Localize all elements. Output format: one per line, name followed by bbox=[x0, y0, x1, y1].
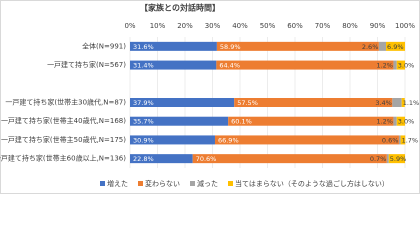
x-tick-label: 60% bbox=[287, 22, 303, 30]
legend-swatch bbox=[100, 181, 105, 186]
bar-segment bbox=[130, 135, 215, 145]
legend-swatch bbox=[190, 181, 195, 186]
x-tick-label: 100% bbox=[395, 22, 415, 30]
bar-segment bbox=[234, 98, 393, 107]
x-tick-label: 0% bbox=[124, 22, 135, 30]
data-label: 31.4% bbox=[133, 62, 154, 70]
bar-segment bbox=[192, 154, 387, 164]
data-label: 64.4% bbox=[219, 62, 240, 70]
x-tick-label: 50% bbox=[260, 22, 276, 30]
data-label: 35.7% bbox=[133, 118, 154, 126]
legend-label: 当てはまらない（そのような過ごし方はしない） bbox=[235, 179, 389, 188]
chart-title: 【家族との対話時間】 bbox=[140, 3, 220, 13]
x-tick-label: 30% bbox=[205, 22, 221, 30]
y-tick-label: 一戸建て持ち家(世帯主40歳代,N=168) bbox=[1, 116, 126, 125]
data-label: 60.1% bbox=[231, 118, 252, 126]
y-tick-label: 一戸建て持ち家(世帯主60歳以上,N=136) bbox=[0, 154, 126, 163]
x-tick-label: 80% bbox=[342, 22, 358, 30]
data-label: 3.0% bbox=[398, 118, 415, 126]
bar-segment bbox=[228, 116, 394, 126]
bar-segment bbox=[398, 135, 401, 145]
y-tick-label: 一戸建て持ち家(N=567) bbox=[47, 60, 126, 69]
data-label: 31.6% bbox=[133, 43, 154, 51]
data-label: 70.6% bbox=[196, 155, 217, 163]
data-label: 0.6% bbox=[382, 136, 399, 144]
bar-segment bbox=[130, 154, 193, 164]
y-tick-label: 一戸建て持ち家(世帯主50歳代,N=175) bbox=[1, 135, 126, 144]
data-label: 1.7% bbox=[402, 136, 419, 144]
bar-segment bbox=[130, 41, 217, 51]
bar-segment bbox=[214, 135, 399, 145]
data-label: 6.9% bbox=[387, 43, 404, 51]
bar-segment bbox=[386, 41, 405, 51]
legend-label: 減った bbox=[197, 179, 218, 188]
data-label: 2.6% bbox=[362, 43, 379, 51]
bar-segment bbox=[401, 98, 405, 107]
data-label: 22.8% bbox=[133, 155, 154, 163]
x-tick-label: 90% bbox=[370, 22, 386, 30]
bar-segment bbox=[386, 154, 389, 164]
bar-segment bbox=[130, 98, 235, 107]
data-label: 0.7% bbox=[370, 155, 387, 163]
data-label: 1.1% bbox=[403, 99, 420, 107]
data-label: 1.2% bbox=[376, 118, 393, 126]
bar-segment bbox=[393, 60, 397, 70]
chart: 【家族との対話時間】 0% 10% 20% 30% 40% 50% 60% 70% 80% 90%… bbox=[0, 0, 420, 194]
data-label: 3.4% bbox=[375, 99, 392, 107]
bar-segment bbox=[378, 41, 387, 51]
bar-segment bbox=[130, 116, 229, 126]
x-tick-label: 20% bbox=[177, 22, 193, 30]
data-label: 5.9% bbox=[390, 155, 407, 163]
legend-swatch bbox=[228, 181, 233, 186]
bar-segment bbox=[400, 135, 406, 145]
data-label: 57.5% bbox=[237, 99, 258, 107]
legend-swatch bbox=[138, 181, 143, 186]
bar-segment bbox=[396, 116, 405, 126]
x-tick-label: 70% bbox=[315, 22, 331, 30]
x-tick-label: 10% bbox=[150, 22, 166, 30]
data-label: 3.0% bbox=[398, 62, 415, 70]
data-label: 66.9% bbox=[218, 136, 239, 144]
data-label: 30.9% bbox=[133, 136, 154, 144]
bar-segment bbox=[216, 60, 394, 70]
data-label: 37.9% bbox=[133, 99, 154, 107]
bar-segment bbox=[388, 154, 405, 164]
bar-segment bbox=[216, 41, 379, 51]
bar-segment bbox=[392, 98, 402, 107]
y-tick-label: 全体(N=991) bbox=[82, 41, 126, 50]
y-tick-label: 一戸建て持ち家(世帯主30歳代,N=87) bbox=[5, 98, 126, 107]
data-label: 58.9% bbox=[220, 43, 241, 51]
bar-segment bbox=[396, 60, 405, 70]
data-label: 1.2% bbox=[376, 62, 393, 70]
bar-segment bbox=[130, 60, 217, 70]
legend-label: 変わらない bbox=[145, 179, 180, 188]
x-tick-label: 40% bbox=[232, 22, 248, 30]
bar-segment bbox=[393, 116, 397, 126]
legend-label: 増えた bbox=[107, 179, 128, 188]
